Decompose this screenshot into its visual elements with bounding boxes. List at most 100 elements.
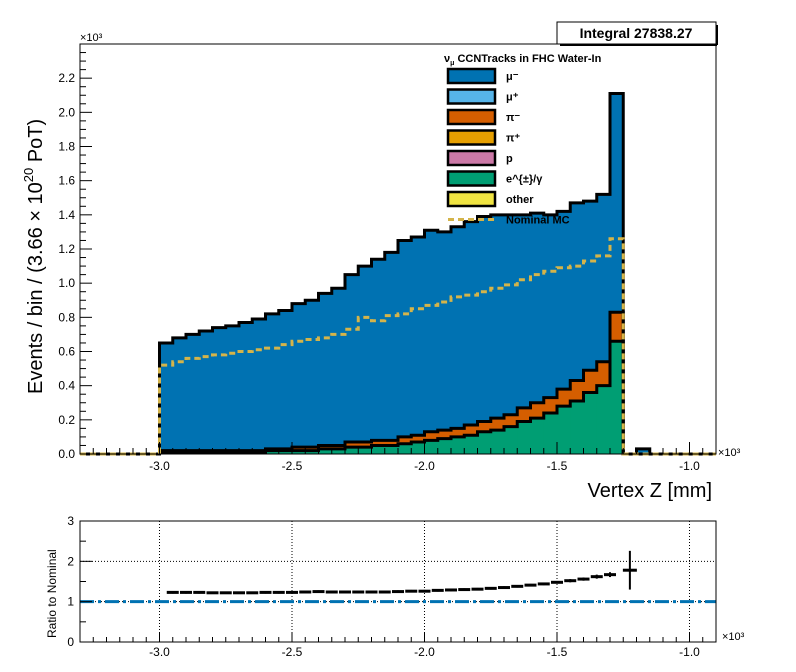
ratio-point <box>392 590 404 594</box>
bar-009e73 <box>371 445 386 454</box>
nominal-mc-line <box>80 237 716 456</box>
bar-009e73 <box>543 413 558 454</box>
ratio-point <box>286 590 298 594</box>
legend-title-rest: CCNTracks in FHC Water-In <box>454 53 601 65</box>
ratio-point <box>498 586 510 590</box>
bar-0072b2 <box>225 325 240 455</box>
bar-0072b2 <box>384 252 399 454</box>
bar-009e73 <box>265 450 280 454</box>
legend: νμ CCNTracks in FHC Water-In μ⁻ μ⁺ π⁻ π⁺ p e^… <box>444 53 602 227</box>
ratio-x-axis: -3.0 -2.5 -2.0 -1.5 -1.0 <box>92 632 717 659</box>
integral-box: Integral 27838.27 <box>556 21 718 46</box>
ratio-point <box>378 590 391 594</box>
ratio-point <box>458 588 471 592</box>
ratio-point <box>590 574 603 579</box>
legend-label: e^{±}/γ <box>506 174 543 186</box>
bar-0072b2 <box>199 331 213 454</box>
bar-009e73 <box>437 438 452 455</box>
ratio-x-tick-label: -2.0 <box>414 645 435 659</box>
ratio-point <box>219 591 232 595</box>
legend-title-nu: ν <box>444 53 450 65</box>
bar-009e73 <box>517 421 531 454</box>
ratio-point <box>431 588 444 592</box>
legend-swatch <box>446 129 497 146</box>
y-tick-label: 2.0 <box>58 105 75 119</box>
y-tick-label: 0.6 <box>58 345 75 359</box>
bar-009e73 <box>570 401 584 454</box>
y-tick-label: 1.2 <box>58 242 75 256</box>
bar-009e73 <box>318 448 333 455</box>
bar-009e73 <box>610 341 624 454</box>
y-label-tail: PoT) <box>25 119 47 168</box>
ratio-grid <box>80 521 716 642</box>
ratio-point <box>564 579 577 583</box>
bar-009e73 <box>464 435 478 454</box>
legend-swatch <box>446 149 497 167</box>
bar-0072b2 <box>278 310 293 454</box>
ratio-y-label: Ratio to Nominal <box>45 549 59 638</box>
legend-label: π⁺ <box>506 133 520 145</box>
legend-label: μ⁺ <box>506 92 519 104</box>
ratio-y-axis: 0 1 2 3 <box>67 514 92 649</box>
main-y-label: Events / bin / (3.66 × 1020 PoT) <box>21 119 47 394</box>
bar-0072b2 <box>252 319 266 454</box>
main-x-axis: -3.0 -2.5 -2.0 -1.5 -1.0 <box>92 442 717 473</box>
bar-009e73 <box>398 443 412 454</box>
x-tick-label: -3.0 <box>149 459 170 473</box>
ratio-x-tick-label: -3.0 <box>149 645 170 659</box>
bar-0072b2 <box>504 214 518 454</box>
bar-009e73 <box>504 426 518 454</box>
x-tick-label: -1.5 <box>547 459 568 473</box>
ratio-point <box>259 590 272 594</box>
ratio-point <box>193 590 206 594</box>
legend-title-mu: μ <box>450 60 454 67</box>
bar-009e73 <box>557 406 571 454</box>
legend-label: Nominal MC <box>506 215 570 227</box>
legend-swatch <box>446 170 497 187</box>
ratio-x-multiplier: ×10³ <box>722 631 745 643</box>
ratio-point <box>524 583 537 587</box>
ratio-point <box>577 577 590 581</box>
ratio-x-tick-label: -2.5 <box>282 645 303 659</box>
bar-0072b2 <box>292 303 306 454</box>
bar-0072b2 <box>345 274 359 455</box>
ratio-point <box>511 584 524 588</box>
ratio-y-tick-label: 1 <box>67 595 74 609</box>
ratio-x-tick-label: -1.0 <box>679 645 700 659</box>
legend-label: p <box>506 153 513 165</box>
bar-009e73 <box>305 450 319 454</box>
ratio-point <box>246 591 259 595</box>
bar-009e73 <box>424 440 439 454</box>
y-tick-label: 1.4 <box>58 208 75 222</box>
ratio-point <box>471 587 484 591</box>
bar-009e73 <box>358 447 372 454</box>
legend-swatch <box>446 88 497 105</box>
y-tick-label: 0.2 <box>58 413 75 427</box>
bar-009e73 <box>530 418 545 455</box>
series-outline <box>80 92 716 456</box>
main-y-axis: 0.0 0.2 0.4 0.6 0.8 1.0 1.2 1.4 1.6 1.8 2.0 2.2 <box>58 52 92 461</box>
legend-label: μ⁻ <box>506 71 519 83</box>
bar-0072b2 <box>305 300 319 454</box>
ratio-point <box>405 589 418 593</box>
ratio-point <box>537 582 550 586</box>
ratio-point <box>299 590 312 594</box>
ratio-point <box>622 550 637 590</box>
bar-0072b2 <box>331 288 346 454</box>
bar-009e73 <box>331 448 346 455</box>
bar-0072b2 <box>239 322 253 454</box>
bar-0072b2 <box>411 237 425 454</box>
ratio-point <box>206 591 219 595</box>
y-tick-label: 2.2 <box>58 71 75 85</box>
bar-0072b2 <box>358 266 372 454</box>
x-tick-label: -1.0 <box>679 459 700 473</box>
ratio-x-tick-label: -1.5 <box>547 645 568 659</box>
ratio-point <box>352 590 365 594</box>
ratio-point <box>339 590 351 594</box>
y-tick-label: 1.8 <box>58 140 75 154</box>
ratio-point <box>365 590 378 594</box>
main-x-label: Vertex Z [mm] <box>588 480 712 502</box>
legend-swatch <box>446 108 497 126</box>
bar-0072b2 <box>398 240 412 454</box>
